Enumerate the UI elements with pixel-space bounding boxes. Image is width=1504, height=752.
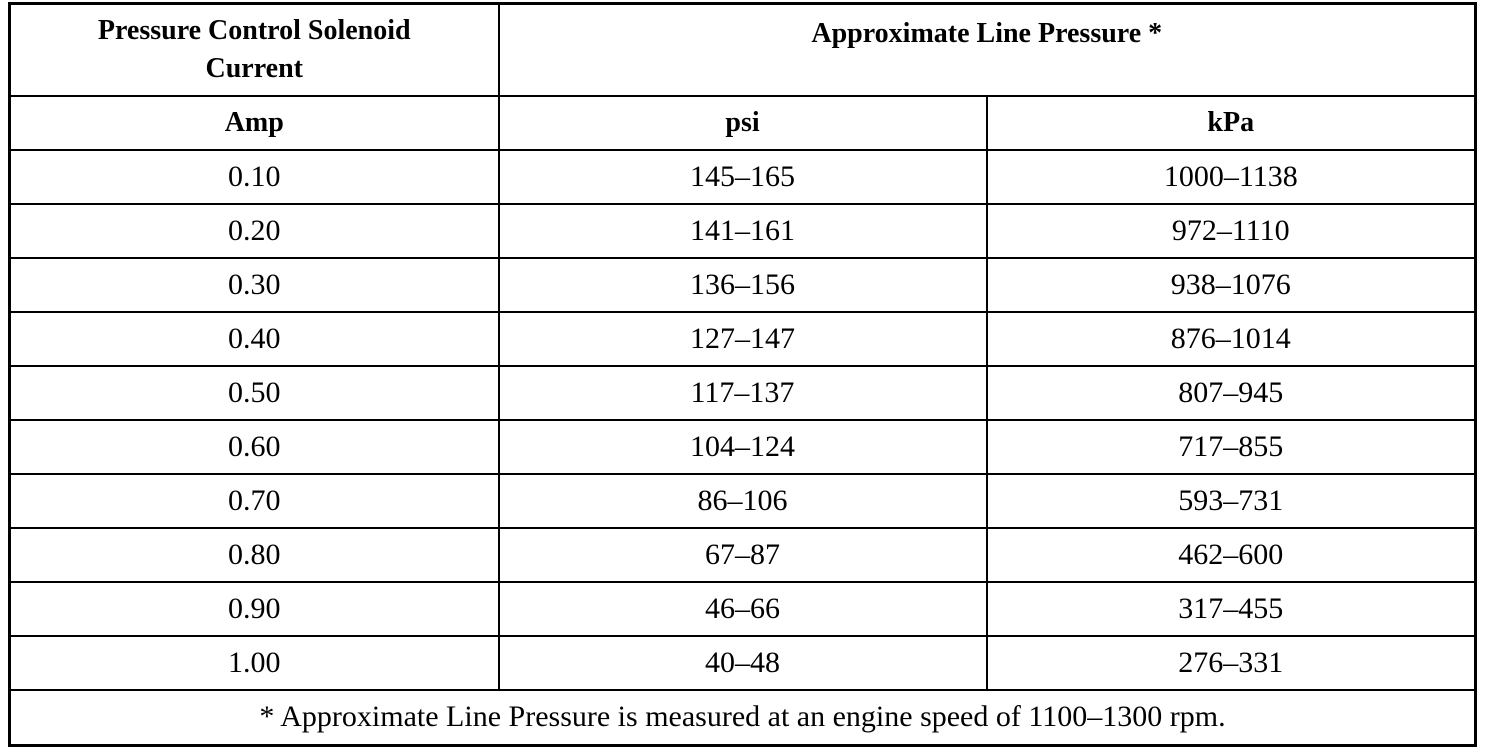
footnote-row: * Approximate Line Pressure is measured … [8,688,1477,747]
table-row: 1.00 40–48 276–331 [8,634,1477,691]
table-cell: 0.40 [8,310,500,367]
table-cell: 1000–1138 [985,148,1477,205]
table-row: 0.70 86–106 593–731 [8,472,1477,529]
header-cell: Pressure Control Solenoid Current [8,2,500,97]
subheader-cell: kPa [985,94,1477,151]
subheader-row: Amp psi kPa [8,94,1477,151]
table-cell: 145–165 [497,148,988,205]
header-row: Pressure Control Solenoid Current Approx… [8,2,1477,97]
table-body: 0.10 145–165 1000–1138 0.20 141–161 972–1110 0… [8,148,1477,691]
table-cell: 46–66 [497,580,988,637]
table-cell: 938–1076 [985,256,1477,313]
table-row: 0.30 136–156 938–1076 [8,256,1477,313]
table-row: 0.10 145–165 1000–1138 [8,148,1477,205]
table-row: 0.50 117–137 807–945 [8,364,1477,421]
table-cell: 1.00 [8,634,500,691]
pressure-table: Pressure Control Solenoid Current Approx… [8,2,1478,747]
table-row: 0.80 67–87 462–600 [8,526,1477,583]
table-cell: 593–731 [985,472,1477,529]
subheader-cell: psi [497,94,988,151]
table-cell: 0.30 [8,256,500,313]
table-cell: 0.80 [8,526,500,583]
table-cell: 876–1014 [985,310,1477,367]
table-cell: 972–1110 [985,202,1477,259]
table-row: 0.90 46–66 317–455 [8,580,1477,637]
table-row: 0.40 127–147 876–1014 [8,310,1477,367]
table-cell: 0.70 [8,472,500,529]
header-cell: Approximate Line Pressure * [497,2,1477,97]
table-cell: 0.90 [8,580,500,637]
table-cell: 0.20 [8,202,500,259]
table-cell: 141–161 [497,202,988,259]
table-cell: 67–87 [497,526,988,583]
table-cell: 86–106 [497,472,988,529]
table-cell: 104–124 [497,418,988,475]
table-row: 0.20 141–161 972–1110 [8,202,1477,259]
table-cell: 317–455 [985,580,1477,637]
table-cell: 462–600 [985,526,1477,583]
table-cell: 0.50 [8,364,500,421]
table-cell: 0.60 [8,418,500,475]
table-cell: 127–147 [497,310,988,367]
table-cell: 40–48 [497,634,988,691]
table-cell: 807–945 [985,364,1477,421]
table-cell: 0.10 [8,148,500,205]
table-cell: 276–331 [985,634,1477,691]
table-cell: 717–855 [985,418,1477,475]
footnote: * Approximate Line Pressure is measured … [8,688,1477,747]
table-cell: 136–156 [497,256,988,313]
table-row: 0.60 104–124 717–855 [8,418,1477,475]
subheader-cell: Amp [8,94,500,151]
table-cell: 117–137 [497,364,988,421]
